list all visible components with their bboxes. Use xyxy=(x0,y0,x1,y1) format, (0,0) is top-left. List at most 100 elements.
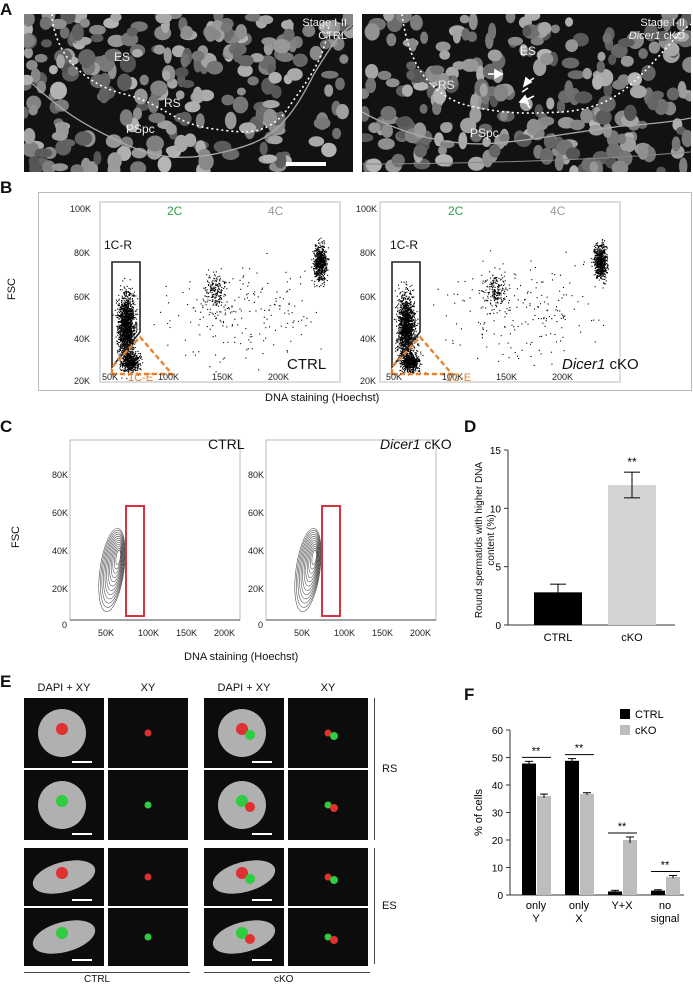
event-dot xyxy=(325,266,327,268)
event-dot xyxy=(284,312,286,314)
event-dot xyxy=(135,364,137,366)
event-dot xyxy=(123,310,125,312)
event-dot xyxy=(406,349,408,351)
event-dot xyxy=(126,300,128,302)
event-dot xyxy=(123,322,125,324)
event-dot xyxy=(119,324,121,326)
event-dot xyxy=(132,368,134,370)
flow-frame-b xyxy=(38,192,692,391)
event-dot xyxy=(125,316,127,318)
event-dot xyxy=(321,253,323,255)
event-dot xyxy=(205,304,207,306)
event-dot xyxy=(317,263,319,265)
event-dot xyxy=(132,314,134,316)
event-dot xyxy=(123,340,125,342)
event-dot xyxy=(132,334,134,336)
event-dot xyxy=(127,370,129,372)
event-dot xyxy=(401,319,403,321)
event-dot xyxy=(140,357,142,359)
event-dot xyxy=(395,319,397,321)
event-dot xyxy=(207,296,209,298)
nucleus xyxy=(556,100,566,114)
event-dot xyxy=(314,263,316,265)
event-dot xyxy=(325,258,327,260)
event-dot xyxy=(406,298,408,300)
event-dot xyxy=(402,348,404,350)
event-dot xyxy=(404,320,406,322)
event-dot xyxy=(132,349,134,351)
event-dot xyxy=(202,307,204,309)
event-dot xyxy=(317,253,319,255)
event-dot xyxy=(397,331,399,333)
nucleus xyxy=(195,113,205,129)
event-dot xyxy=(409,309,411,311)
event-dot xyxy=(415,319,417,321)
event-dot xyxy=(405,315,407,317)
event-dot xyxy=(212,282,214,284)
event-dot xyxy=(403,334,405,336)
event-dot xyxy=(220,284,222,286)
event-dot xyxy=(409,317,411,319)
event-dot xyxy=(127,323,129,325)
event-dot xyxy=(125,321,127,323)
event-dot xyxy=(402,366,404,368)
event-dot xyxy=(127,296,129,298)
event-dot xyxy=(121,312,123,314)
event-dot xyxy=(137,358,139,360)
event-dot xyxy=(231,306,233,308)
nucleus xyxy=(232,47,242,63)
nucleus xyxy=(213,140,232,153)
event-dot xyxy=(133,366,135,368)
event-dot xyxy=(134,367,136,369)
event-dot xyxy=(133,362,135,364)
event-dot xyxy=(125,329,127,331)
event-dot xyxy=(396,315,398,317)
event-dot xyxy=(127,347,129,349)
event-dot xyxy=(214,290,216,292)
event-dot xyxy=(318,266,320,268)
event-dot xyxy=(128,334,130,336)
event-dot xyxy=(396,341,398,343)
event-dot xyxy=(130,321,132,323)
event-dot xyxy=(128,341,130,343)
event-dot xyxy=(317,264,319,266)
event-dot xyxy=(321,241,323,243)
event-dot xyxy=(410,293,412,295)
event-dot xyxy=(205,296,207,298)
event-dot xyxy=(211,312,213,314)
event-dot xyxy=(240,310,242,312)
event-dot xyxy=(213,303,215,305)
event-dot xyxy=(285,326,287,328)
nucleus xyxy=(268,72,282,84)
event-dot xyxy=(124,291,126,293)
event-dot xyxy=(402,355,404,357)
event-dot xyxy=(321,283,323,285)
event-dot xyxy=(131,333,133,335)
event-dot xyxy=(129,352,131,354)
event-dot xyxy=(402,330,404,332)
event-dot xyxy=(215,283,217,285)
event-dot xyxy=(122,315,124,317)
event-dot xyxy=(397,341,399,343)
event-dot xyxy=(128,355,130,357)
event-dot xyxy=(291,312,293,314)
event-dot xyxy=(126,327,128,329)
event-dot xyxy=(126,357,128,359)
event-dot xyxy=(316,272,318,274)
event-dot xyxy=(128,342,130,344)
event-dot xyxy=(134,363,136,365)
event-dot xyxy=(132,362,134,364)
event-dot xyxy=(130,362,132,364)
nucleus xyxy=(302,24,316,37)
event-dot xyxy=(401,339,403,341)
nucleus xyxy=(435,41,451,52)
event-dot xyxy=(135,322,137,324)
nucleus xyxy=(537,21,552,35)
event-dot xyxy=(128,312,130,314)
event-dot xyxy=(131,299,133,301)
event-dot xyxy=(287,310,289,312)
nucleus xyxy=(565,39,579,52)
event-dot xyxy=(130,319,132,321)
nucleus xyxy=(119,54,136,73)
nucleus xyxy=(493,84,509,102)
